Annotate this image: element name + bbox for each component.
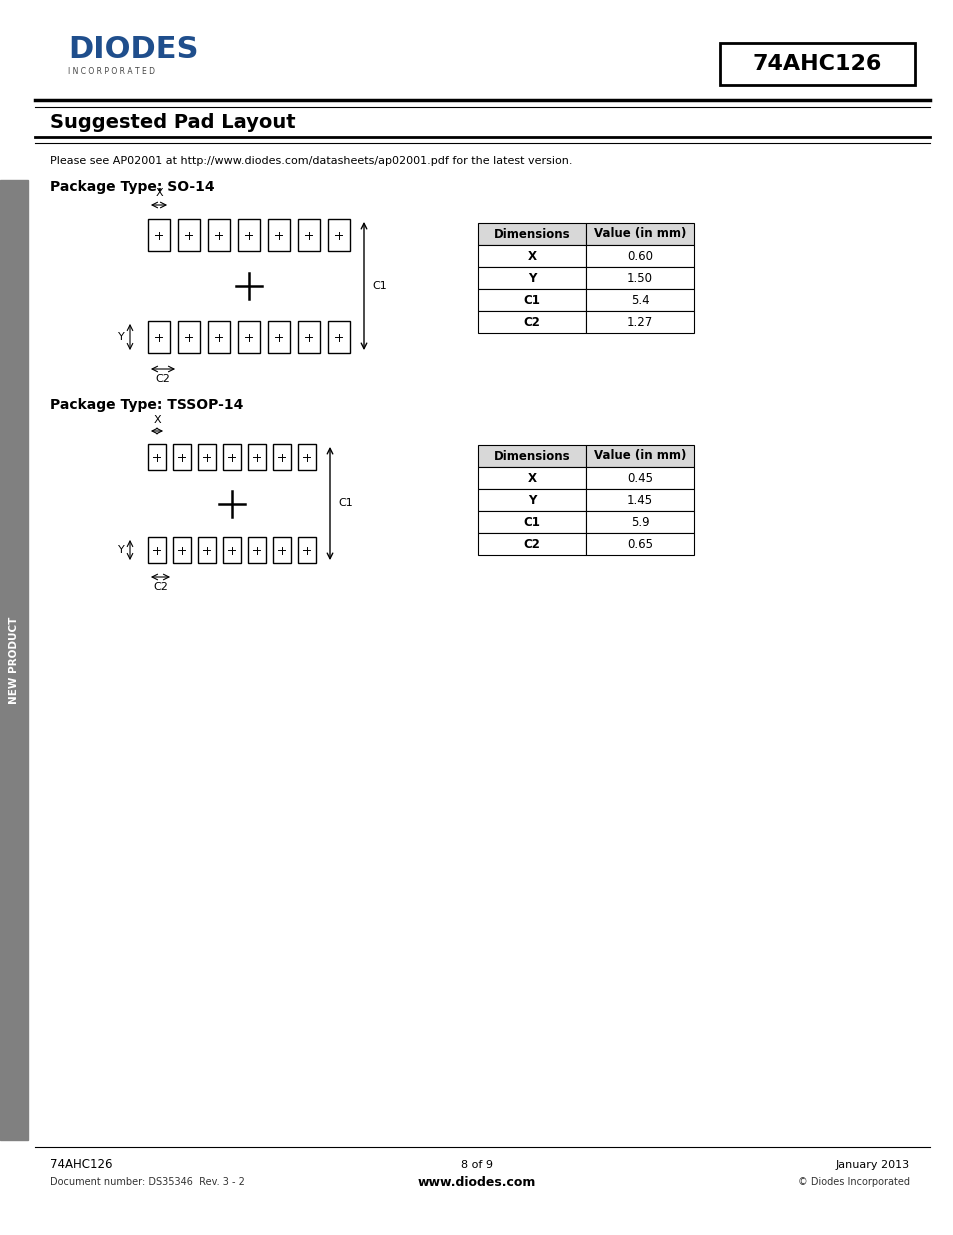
Text: © Diodes Incorporated: © Diodes Incorporated	[797, 1177, 909, 1187]
Bar	[178, 219, 200, 251]
Text: C2: C2	[523, 315, 539, 329]
Bar	[720, 43, 914, 85]
Text: Package Type: SO-14: Package Type: SO-14	[50, 180, 214, 194]
Text: 74AHC126: 74AHC126	[50, 1158, 112, 1172]
Text: X: X	[155, 188, 163, 198]
Text: X: X	[153, 415, 161, 425]
Text: Y: Y	[118, 545, 125, 555]
Text: C1: C1	[523, 294, 539, 306]
Bar	[477, 224, 585, 245]
Bar	[237, 321, 260, 353]
Bar	[198, 445, 215, 471]
Bar	[223, 445, 241, 471]
Bar	[0, 180, 28, 1140]
Bar	[297, 219, 319, 251]
Bar	[585, 445, 693, 467]
Bar	[477, 511, 585, 534]
Text: C1: C1	[523, 515, 539, 529]
Text: 0.65: 0.65	[626, 537, 652, 551]
Bar	[477, 245, 585, 267]
Bar	[585, 267, 693, 289]
Text: Y: Y	[527, 272, 536, 284]
Bar	[148, 219, 170, 251]
Text: 8 of 9: 8 of 9	[460, 1160, 493, 1170]
Bar	[328, 321, 350, 353]
Text: January 2013: January 2013	[835, 1160, 909, 1170]
Bar	[477, 467, 585, 489]
Text: 1.27: 1.27	[626, 315, 653, 329]
Bar	[208, 219, 230, 251]
Bar	[585, 289, 693, 311]
Text: I N C O R P O R A T E D: I N C O R P O R A T E D	[68, 68, 154, 77]
Bar	[477, 267, 585, 289]
Text: 0.60: 0.60	[626, 249, 652, 263]
Text: Suggested Pad Layout: Suggested Pad Layout	[50, 112, 295, 131]
Bar	[477, 289, 585, 311]
Bar	[198, 537, 215, 563]
Text: Value (in mm): Value (in mm)	[593, 227, 685, 241]
Bar	[273, 445, 291, 471]
Text: C2: C2	[155, 374, 171, 384]
Bar	[477, 445, 585, 467]
Bar	[172, 445, 191, 471]
Bar	[148, 537, 166, 563]
Text: www.diodes.com: www.diodes.com	[417, 1176, 536, 1188]
Text: X: X	[527, 249, 536, 263]
Text: C1: C1	[372, 282, 386, 291]
Bar	[172, 537, 191, 563]
Bar	[585, 311, 693, 333]
Text: Dimensions: Dimensions	[493, 450, 570, 462]
Text: C2: C2	[523, 537, 539, 551]
Text: C2: C2	[152, 582, 168, 592]
Bar	[297, 537, 315, 563]
Text: 5.4: 5.4	[630, 294, 649, 306]
Text: DIODES: DIODES	[68, 36, 198, 64]
Bar	[148, 321, 170, 353]
Text: X: X	[527, 472, 536, 484]
Bar	[328, 219, 350, 251]
Text: 0.45: 0.45	[626, 472, 652, 484]
Text: 74AHC126: 74AHC126	[752, 54, 882, 74]
Text: Document number: DS35346  Rev. 3 - 2: Document number: DS35346 Rev. 3 - 2	[50, 1177, 245, 1187]
Text: Package Type: TSSOP-14: Package Type: TSSOP-14	[50, 398, 243, 412]
Text: Dimensions: Dimensions	[493, 227, 570, 241]
Text: 1.50: 1.50	[626, 272, 652, 284]
Bar	[477, 489, 585, 511]
Text: 5.9: 5.9	[630, 515, 649, 529]
Bar	[585, 511, 693, 534]
Text: Y: Y	[527, 494, 536, 506]
Bar	[273, 537, 291, 563]
Bar	[248, 537, 266, 563]
Bar	[178, 321, 200, 353]
Text: NEW PRODUCT: NEW PRODUCT	[9, 616, 19, 704]
Bar	[585, 245, 693, 267]
Text: Y: Y	[118, 332, 125, 342]
Text: Value (in mm): Value (in mm)	[593, 450, 685, 462]
Bar	[248, 445, 266, 471]
Text: Please see AP02001 at http://www.diodes.com/datasheets/ap02001.pdf for the lates: Please see AP02001 at http://www.diodes.…	[50, 156, 572, 165]
Bar	[268, 321, 290, 353]
Bar	[223, 537, 241, 563]
Bar	[585, 467, 693, 489]
Bar	[477, 311, 585, 333]
Bar	[585, 224, 693, 245]
Bar	[237, 219, 260, 251]
Text: C1: C1	[337, 499, 353, 509]
Bar	[477, 534, 585, 555]
Bar	[585, 489, 693, 511]
Bar	[148, 445, 166, 471]
Bar	[585, 534, 693, 555]
Text: 1.45: 1.45	[626, 494, 653, 506]
Bar	[297, 445, 315, 471]
Bar	[297, 321, 319, 353]
Bar	[208, 321, 230, 353]
Bar	[268, 219, 290, 251]
